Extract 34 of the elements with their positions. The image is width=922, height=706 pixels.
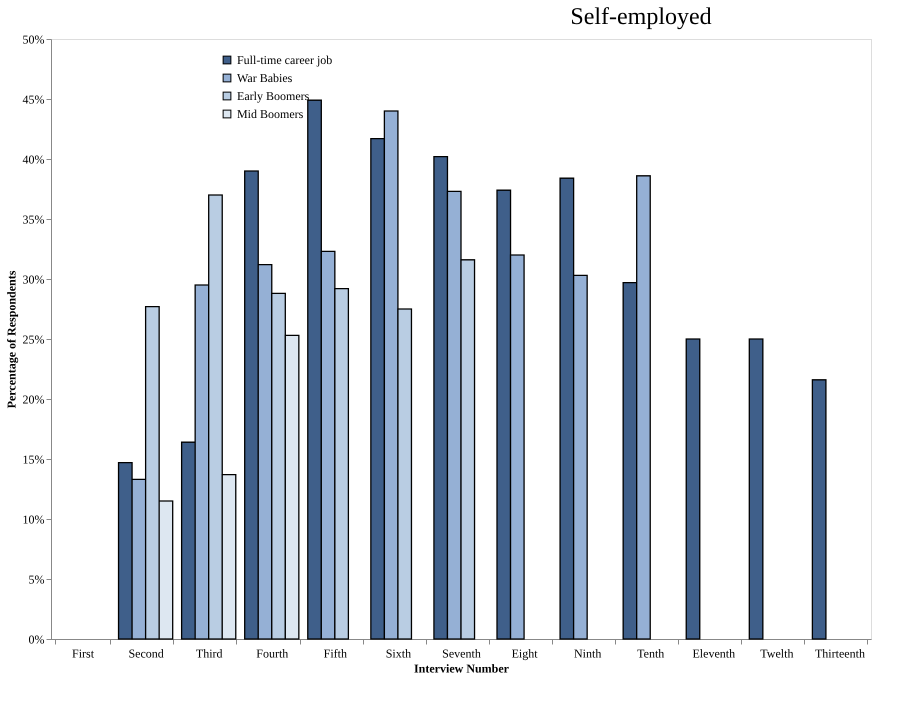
y-tick-label: 15% bbox=[22, 452, 44, 466]
legend-label: Full-time career job bbox=[237, 53, 332, 67]
x-tick-label: Third bbox=[196, 646, 223, 660]
legend-label: Early Boomers bbox=[237, 89, 310, 103]
x-tick-label: Ninth bbox=[574, 646, 602, 660]
y-tick-label: 40% bbox=[22, 152, 44, 166]
bar bbox=[812, 379, 827, 640]
bar bbox=[686, 338, 700, 640]
x-tick-label: Tenth bbox=[637, 646, 664, 660]
chart-title: Self-employed bbox=[570, 4, 712, 30]
x-tick-label: Eleventh bbox=[692, 646, 736, 660]
x-tick-label: Fourth bbox=[256, 646, 288, 660]
y-tick-label: 35% bbox=[22, 212, 44, 226]
x-tick-label: Sixth bbox=[386, 646, 412, 660]
y-tick-label: 20% bbox=[22, 392, 44, 406]
x-axis-title: Interview Number bbox=[414, 662, 510, 676]
x-tick-label: Seventh bbox=[442, 646, 481, 660]
y-tick-label: 5% bbox=[28, 572, 44, 586]
y-tick-label: 25% bbox=[22, 332, 44, 346]
x-tick-label: First bbox=[72, 646, 95, 660]
legend-label: Mid Boomers bbox=[237, 107, 304, 121]
y-tick-label: 10% bbox=[22, 512, 44, 526]
x-tick-label: Eight bbox=[512, 646, 538, 660]
x-tick-label: Thirteenth bbox=[814, 646, 865, 660]
y-tick-label: 30% bbox=[22, 272, 44, 286]
x-tick-label: Second bbox=[128, 646, 164, 660]
y-tick-label: 50% bbox=[22, 32, 44, 46]
y-axis-title: Percentage of Respondents bbox=[4, 270, 19, 408]
y-tick-label: 45% bbox=[22, 92, 44, 106]
x-tick-label: Fifth bbox=[324, 646, 348, 660]
x-tick-label: Twelth bbox=[760, 646, 794, 660]
legend-label: War Babies bbox=[237, 71, 293, 85]
bar bbox=[748, 338, 764, 640]
y-tick-label: 0% bbox=[28, 632, 44, 646]
